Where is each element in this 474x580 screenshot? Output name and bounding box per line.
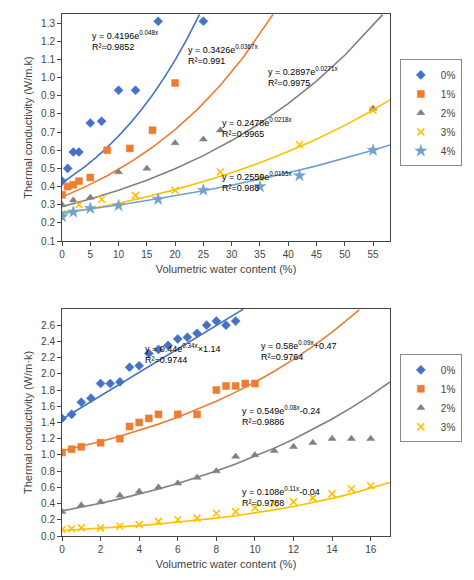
svg-text:3%: 3% [441,422,456,433]
svg-text:0: 0 [59,544,65,555]
svg-text:0.5: 0.5 [41,163,55,174]
svg-text:10: 10 [249,544,261,555]
svg-text:y = 0.2897e​0.0271x​R²=0.9975: y = 0.2897e​0.0271x​R²=0.9975 [268,65,339,88]
svg-text:2%: 2% [441,108,456,119]
svg-text:0.4: 0.4 [41,498,55,509]
svg-text:1.2: 1.2 [41,433,55,444]
svg-text:2.2: 2.2 [41,352,55,363]
svg-text:0%: 0% [441,365,456,376]
svg-text:y = 0.58e​0.09x​+0.47R²=0.9764: y = 0.58e​0.09x​+0.47R²=0.9764 [261,339,336,362]
svg-text:0.7: 0.7 [41,127,55,138]
svg-text:0.4: 0.4 [41,181,55,192]
svg-text:0.8: 0.8 [41,466,55,477]
svg-text:4: 4 [136,544,142,555]
svg-text:30: 30 [226,249,238,260]
svg-text:10: 10 [113,249,125,260]
svg-text:1.1: 1.1 [41,54,55,65]
svg-text:0.2: 0.2 [41,217,55,228]
svg-text:12: 12 [288,544,300,555]
svg-text:1.0: 1.0 [41,449,55,460]
svg-text:y = 0.549e​0.08x​-0.24R²=0.988: y = 0.549e​0.08x​-0.24R²=0.9886 [242,404,320,427]
svg-text:0.0: 0.0 [41,531,55,542]
svg-text:0.1: 0.1 [41,236,55,247]
svg-text:2%: 2% [441,403,456,414]
svg-text:8: 8 [214,544,220,555]
svg-text:Volumetric water content (%): Volumetric water content (%) [156,263,297,275]
svg-text:1.6: 1.6 [41,401,55,412]
svg-text:1.8: 1.8 [41,385,55,396]
svg-text:3%: 3% [441,127,456,138]
svg-text:Thermal conductivity (W/m·k): Thermal conductivity (W/m·k) [22,351,34,494]
svg-text:1%: 1% [441,384,456,395]
svg-text:y = 0.2559e​0.0155x​R²=0.988: y = 0.2559e​0.0155x​R²=0.988 [222,170,293,193]
svg-text:0%: 0% [441,70,456,81]
svg-text:6: 6 [175,544,181,555]
svg-text:1%: 1% [441,89,456,100]
svg-text:16: 16 [365,544,377,555]
svg-text:50: 50 [339,249,351,260]
svg-text:1.4: 1.4 [41,417,55,428]
svg-text:y = 0.44e​0.34x​×1.14R²=0.9744: y = 0.44e​0.34x​×1.14R²=0.9744 [145,342,220,365]
svg-text:y = 0.4196e​0.048x​R²=0.9852: y = 0.4196e​0.048x​R²=0.9852 [92,29,159,52]
svg-text:14: 14 [327,544,339,555]
svg-text:Volumetric water content (%): Volumetric water content (%) [156,558,297,570]
svg-text:0: 0 [59,249,65,260]
svg-text:1.2: 1.2 [41,36,55,47]
svg-text:2.6: 2.6 [41,320,55,331]
svg-text:2: 2 [98,544,104,555]
svg-text:25: 25 [198,249,210,260]
svg-text:y = 0.108e​0.11x​-0.04R²=0.978: y = 0.108e​0.11x​-0.04R²=0.9788 [242,485,320,508]
svg-text:0.3: 0.3 [41,199,55,210]
svg-text:4%: 4% [441,146,456,157]
svg-text:y = 0.3426e​0.0367x​R²=0.991: y = 0.3426e​0.0367x​R²=0.991 [188,43,259,66]
svg-text:0.6: 0.6 [41,145,55,156]
svg-text:40: 40 [283,249,295,260]
svg-text:0.9: 0.9 [41,90,55,101]
svg-text:55: 55 [367,249,379,260]
svg-text:1.0: 1.0 [41,72,55,83]
svg-text:35: 35 [254,249,266,260]
svg-text:0.8: 0.8 [41,108,55,119]
svg-text:0.6: 0.6 [41,482,55,493]
svg-text:5: 5 [87,249,93,260]
svg-text:45: 45 [311,249,323,260]
svg-text:15: 15 [141,249,153,260]
svg-text:2.0: 2.0 [41,368,55,379]
svg-text:2.4: 2.4 [41,336,55,347]
svg-text:0.2: 0.2 [41,514,55,525]
svg-text:y = 0.2478e​0.0218x​R²=0.9965: y = 0.2478e​0.0218x​R²=0.9965 [222,116,293,139]
svg-text:1.3: 1.3 [41,18,55,29]
svg-text:20: 20 [170,249,182,260]
svg-text:Thermal conductivity (W/m.k): Thermal conductivity (W/m.k) [22,56,34,198]
